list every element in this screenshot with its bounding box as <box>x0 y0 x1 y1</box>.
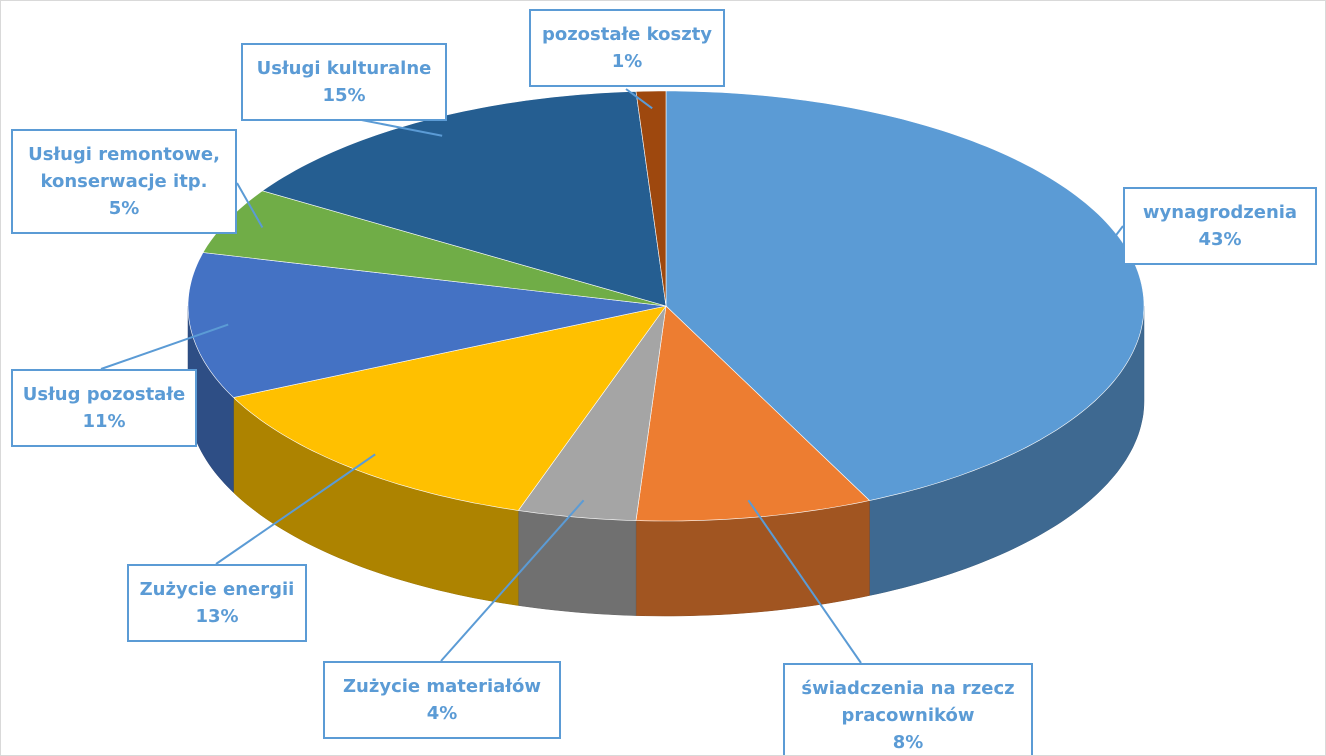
label-name: wynagrodzenia <box>1142 202 1298 223</box>
label-value: 8% <box>892 732 924 753</box>
label-name: świadczenia na rzecz pracowników <box>801 678 1015 726</box>
data-label: Zużycie materiałów 4% <box>323 661 561 739</box>
slice <box>635 90 667 307</box>
data-label: Zużycie energii 13% <box>127 564 307 642</box>
data-label: wynagrodzenia 43% <box>1123 187 1317 265</box>
leader-line <box>215 453 376 565</box>
label-value: 43% <box>1198 229 1242 250</box>
label-value: 1% <box>611 51 643 72</box>
label-name: pozostałe koszty <box>541 24 713 45</box>
label-value: 4% <box>426 703 458 724</box>
slice <box>187 252 667 494</box>
label-name: Usług pozostałe <box>22 384 186 405</box>
leader-line <box>625 88 653 110</box>
label-name: Usługi kulturalne <box>256 58 432 79</box>
slice-top <box>635 90 667 307</box>
data-label: świadczenia na rzecz pracowników 8% <box>783 663 1033 755</box>
data-label: Usługi kulturalne 15% <box>241 43 447 121</box>
leader-line <box>236 182 264 228</box>
label-name: Usługi remontowe, konserwacje itp. <box>28 144 220 192</box>
slice-top <box>187 252 667 398</box>
slice-top <box>232 305 667 511</box>
label-value: 13% <box>195 606 239 627</box>
slice-top <box>517 305 667 521</box>
leader-line <box>747 499 862 664</box>
label-name: Zużycie materiałów <box>343 676 541 697</box>
leader-line <box>1094 225 1124 264</box>
label-value: 15% <box>322 85 366 106</box>
leader-line <box>100 323 229 370</box>
slice-top <box>635 305 871 522</box>
data-label: Usługi remontowe, konserwacje itp. 5% <box>11 129 237 234</box>
label-name: Zużycie energii <box>139 579 295 600</box>
slice-side <box>518 510 637 616</box>
data-label: Usług pozostałe 11% <box>11 369 197 447</box>
label-value: 11% <box>82 411 126 432</box>
data-label: pozostałe koszty 1% <box>529 9 725 87</box>
label-value: 5% <box>108 198 140 219</box>
slice <box>635 305 871 617</box>
leader-line <box>440 499 585 662</box>
